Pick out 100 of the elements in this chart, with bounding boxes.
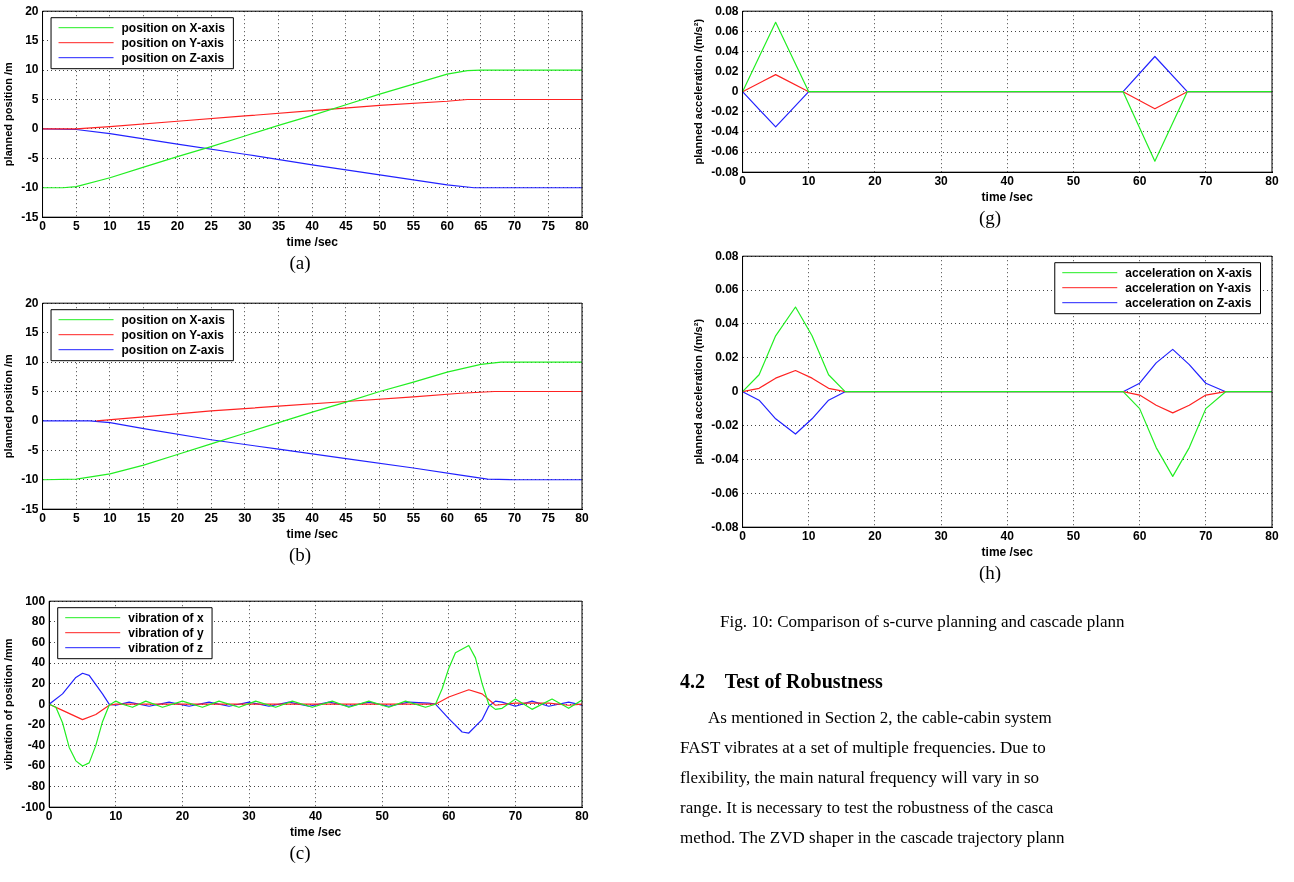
x-tick-label: 50 (373, 218, 387, 233)
legend-label: position on Y-axis (121, 36, 225, 51)
x-axis-title: time /sec (981, 545, 1034, 560)
x-tick-label: 20 (868, 528, 882, 543)
x-tick-label: 10 (802, 528, 816, 543)
x-tick-label: 20 (170, 218, 185, 233)
text: (c) (288, 842, 312, 864)
x-tick-label: 75 (541, 510, 556, 525)
y-tick-label: 20 (25, 295, 39, 310)
text: FAST vibrates at a set of multiple frequencies. Due to (680, 737, 1047, 759)
x-tick-label: 75 (541, 218, 556, 233)
y-tick-label: 10 (25, 354, 39, 369)
text: method. The ZVD shaper in the cascade trajectory plann (680, 827, 1066, 849)
y-axis-title: vibration of position /mm (1, 638, 14, 770)
y-tick-label: 15 (25, 324, 39, 339)
y-tick-label: 5 (31, 91, 39, 106)
x-tick-label: 5 (72, 218, 80, 233)
y-tick-label: 0 (31, 413, 39, 428)
x-tick-label: 40 (305, 218, 320, 233)
y-tick-label: -0.04 (711, 124, 739, 139)
y-tick-label: -60 (27, 758, 46, 773)
y-axis-title: planned position /m (1, 354, 14, 459)
x-tick-label: 25 (204, 218, 219, 233)
y-tick-label: -20 (27, 717, 46, 732)
x-tick-label: 15 (137, 218, 151, 233)
y-tick-label: 0.08 (715, 248, 739, 263)
x-tick-label: 45 (339, 218, 353, 233)
x-tick-label: 20 (868, 173, 882, 188)
legend-label: position on X-axis (121, 313, 226, 328)
x-tick-label: 50 (373, 510, 387, 525)
x-axis-title: time /sec (289, 825, 342, 840)
legend-label: acceleration on Y-axis (1125, 281, 1252, 296)
x-tick-label: 70 (1199, 173, 1213, 188)
y-tick-label: 0.08 (715, 3, 739, 18)
y-axis-title: planned acceleration /(m/s²) (691, 318, 704, 465)
x-tick-label: 15 (137, 510, 151, 525)
y-tick-label: -0.06 (711, 144, 739, 159)
x-tick-label: 60 (440, 218, 455, 233)
y-tick-label: -0.06 (711, 485, 739, 500)
x-tick-label: 5 (72, 510, 80, 525)
x-tick-label: 55 (406, 218, 421, 233)
x-tick-label: 55 (406, 510, 421, 525)
x-tick-label: 70 (508, 808, 523, 823)
y-tick-label: 0 (31, 121, 39, 136)
x-axis-title: time /sec (286, 235, 339, 250)
y-tick-label: 0 (38, 696, 46, 711)
y-tick-label: -80 (27, 778, 46, 793)
x-tick-label: 10 (103, 510, 117, 525)
legend-label: vibration of z (128, 641, 203, 656)
legend-label: vibration of x (128, 611, 204, 626)
text: As mentioned in Section 2, the cable-cabin system (707, 707, 1053, 729)
x-tick-label: 50 (1066, 528, 1081, 543)
x-tick-label: 30 (934, 173, 949, 188)
y-tick-label: 0.06 (715, 282, 739, 297)
x-tick-label: 30 (242, 808, 257, 823)
text: flexibility, the main natural frequency will vary in so (680, 767, 1041, 789)
x-tick-label: 30 (238, 218, 252, 233)
x-tick-label: 80 (575, 510, 589, 525)
y-tick-label: 40 (31, 655, 46, 670)
y-tick-label: 0.02 (715, 350, 739, 365)
text: (g) (977, 207, 1003, 229)
x-tick-label: 25 (204, 510, 219, 525)
y-tick-label: -0.08 (711, 519, 739, 534)
legend-label: position on Y-axis (121, 328, 225, 343)
legend-label: position on X-axis (121, 21, 226, 36)
text: (h) (977, 562, 1003, 584)
y-tick-label: 0 (731, 84, 739, 99)
y-tick-label: 80 (31, 614, 46, 629)
y-tick-label: -10 (21, 472, 39, 487)
x-axis-title: time /sec (981, 190, 1034, 205)
x-tick-label: 50 (1066, 173, 1081, 188)
legend-label: position on Z-axis (121, 51, 225, 66)
y-tick-label: -5 (27, 442, 39, 457)
text: range. It is necessary to test the robustness of the casca (680, 797, 1055, 819)
text: 4.2 Test of Robustness (680, 670, 884, 693)
x-tick-label: 60 (442, 808, 456, 823)
x-tick-label: 40 (308, 808, 323, 823)
y-tick-label: 100 (25, 593, 46, 608)
x-tick-label: 70 (507, 218, 522, 233)
caption: Fig. 10: Comparison of s-curve planning and cascade plann (719, 612, 1126, 632)
y-tick-label: -0.08 (711, 164, 739, 179)
legend-label: acceleration on X-axis (1125, 266, 1253, 281)
legend-label: acceleration on Z-axis (1125, 296, 1252, 311)
x-tick-label: 60 (440, 510, 455, 525)
x-tick-label: 60 (1132, 173, 1147, 188)
x-tick-label: 40 (1000, 528, 1015, 543)
y-tick-label: -15 (21, 501, 39, 516)
x-tick-label: 50 (375, 808, 390, 823)
y-tick-label: -40 (27, 737, 46, 752)
y-tick-label: -0.04 (711, 451, 739, 466)
x-tick-label: 80 (1265, 528, 1279, 543)
x-tick-label: 20 (170, 510, 185, 525)
x-tick-label: 45 (339, 510, 353, 525)
legend-label: position on Z-axis (121, 343, 225, 358)
y-tick-label: -15 (21, 209, 39, 224)
y-tick-label: 15 (25, 32, 39, 47)
x-tick-label: 80 (1265, 173, 1279, 188)
x-tick-label: 80 (575, 808, 589, 823)
x-tick-label: 30 (238, 510, 252, 525)
x-tick-label: 40 (305, 510, 320, 525)
